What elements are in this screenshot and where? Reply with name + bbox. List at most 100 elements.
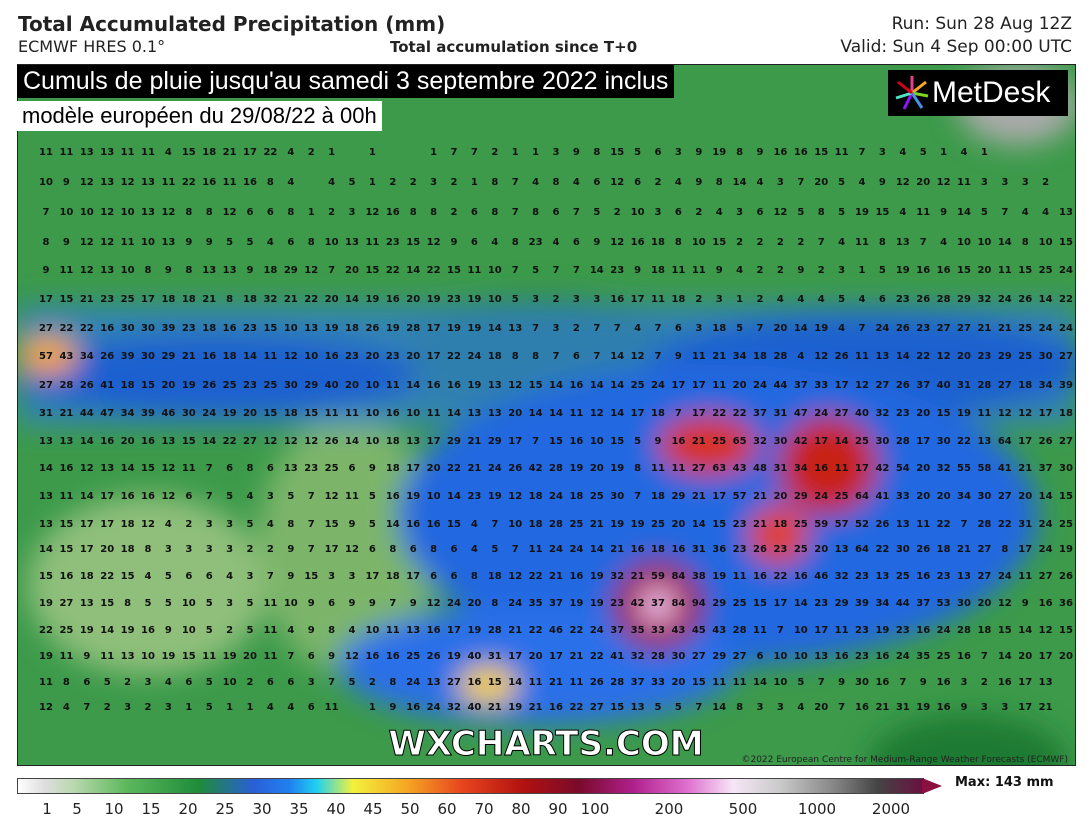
grid-value: 34: [121, 408, 135, 419]
grid-value: 26: [835, 351, 849, 362]
grid-value: 12: [1039, 625, 1053, 636]
grid-value: 10: [1039, 237, 1053, 248]
grid-value: 12: [508, 491, 522, 502]
grid-value: 3: [573, 294, 580, 305]
grid-value: 64: [855, 491, 869, 502]
grid-value: 29: [488, 436, 502, 447]
grid-value: 7: [512, 544, 519, 555]
grid-value: 3: [226, 544, 233, 555]
grid-value: 20: [977, 598, 991, 609]
grid-value: 7: [308, 491, 315, 502]
grid-value: 7: [920, 237, 927, 248]
grid-value: 14: [100, 625, 114, 636]
grid-value: 6: [471, 207, 478, 218]
grid-value: 17: [814, 436, 828, 447]
grid-value: 8: [532, 207, 539, 218]
grid-value: 20: [977, 265, 991, 276]
grid-value: 5: [593, 207, 600, 218]
grid-value: 12: [365, 207, 379, 218]
grid-value: 1: [859, 265, 866, 276]
grid-value: 25: [794, 544, 808, 555]
grid-value: 4: [1042, 207, 1049, 218]
colorbar-tick: 40: [326, 800, 346, 818]
grid-value: 22: [937, 519, 951, 530]
grid-value: 12: [325, 491, 339, 502]
grid-value: 8: [491, 598, 498, 609]
grid-value: 2: [777, 265, 784, 276]
grid-value: 4: [899, 207, 906, 218]
grid-value: 7: [777, 625, 784, 636]
grid-value: 32: [937, 463, 951, 474]
grid-value: 25: [1039, 265, 1053, 276]
grid-value: 23: [304, 463, 318, 474]
grid-value: 28: [610, 677, 624, 688]
grid-value: 12: [141, 519, 155, 530]
grid-value: 17: [427, 351, 441, 362]
grid-value: 1: [430, 147, 437, 158]
grid-value: 2: [614, 207, 621, 218]
grid-value: 20: [406, 351, 420, 362]
grid-value: 10: [59, 207, 73, 218]
grid-value: 17: [325, 544, 339, 555]
grid-value: 6: [451, 544, 458, 555]
grid-value: 8: [63, 677, 70, 688]
grid-value: 17: [692, 408, 706, 419]
grid-value: 7: [899, 677, 906, 688]
grid-value: 21: [202, 294, 216, 305]
grid-value: 6: [267, 677, 274, 688]
grid-value: 8: [593, 147, 600, 158]
grid-value: 15: [610, 702, 624, 713]
grid-value: 11: [529, 677, 543, 688]
grid-value: 16: [386, 651, 400, 662]
grid-value: 22: [39, 625, 53, 636]
grid-value: 26: [916, 544, 930, 555]
grid-value: 21: [875, 702, 889, 713]
grid-value: 3: [655, 207, 662, 218]
grid-value: 20: [957, 351, 971, 362]
grid-value: 22: [916, 351, 930, 362]
grid-value: 24: [814, 491, 828, 502]
grid-value: 21: [569, 651, 583, 662]
grid-value: 10: [590, 436, 604, 447]
grid-value: 16: [916, 625, 930, 636]
grid-value: 21: [508, 625, 522, 636]
grid-value: 12: [100, 207, 114, 218]
grid-value: 11: [427, 408, 441, 419]
grid-value: 23: [386, 237, 400, 248]
colorbar-tick: 100: [580, 800, 610, 818]
grid-value: 5: [287, 491, 294, 502]
grid-value: 6: [308, 651, 315, 662]
grid-value: 25: [590, 491, 604, 502]
grid-value: 33: [814, 380, 828, 391]
grid-value: 28: [651, 651, 665, 662]
grid-value: 10: [794, 625, 808, 636]
grid-value: 19: [182, 380, 196, 391]
grid-value: 6: [757, 207, 764, 218]
grid-value: 16: [794, 571, 808, 582]
grid-value: 59: [651, 571, 665, 582]
grid-value: 8: [471, 571, 478, 582]
grid-value: 18: [243, 294, 257, 305]
grid-value: 16: [202, 177, 216, 188]
grid-value: 4: [899, 147, 906, 158]
grid-value: 7: [491, 519, 498, 530]
grid-value: 43: [59, 351, 73, 362]
grid-value: 25: [855, 436, 869, 447]
grid-value: 17: [447, 625, 461, 636]
grid-value: 23: [896, 625, 910, 636]
grid-value: 15: [59, 544, 73, 555]
grid-value: 18: [284, 408, 298, 419]
grid-value: 39: [161, 323, 175, 334]
grid-value: 11: [529, 544, 543, 555]
colorbar-arrow: [922, 778, 942, 794]
grid-value: 11: [692, 265, 706, 276]
grid-value: 11: [223, 177, 237, 188]
grid-value: 16: [100, 323, 114, 334]
grid-value: 5: [797, 677, 804, 688]
grid-value: 21: [529, 702, 543, 713]
grid-value: 6: [206, 571, 213, 582]
grid-value: 84: [671, 571, 685, 582]
grid-value: 17: [631, 294, 645, 305]
grid-value: 19: [161, 651, 175, 662]
grid-value: 4: [247, 491, 254, 502]
